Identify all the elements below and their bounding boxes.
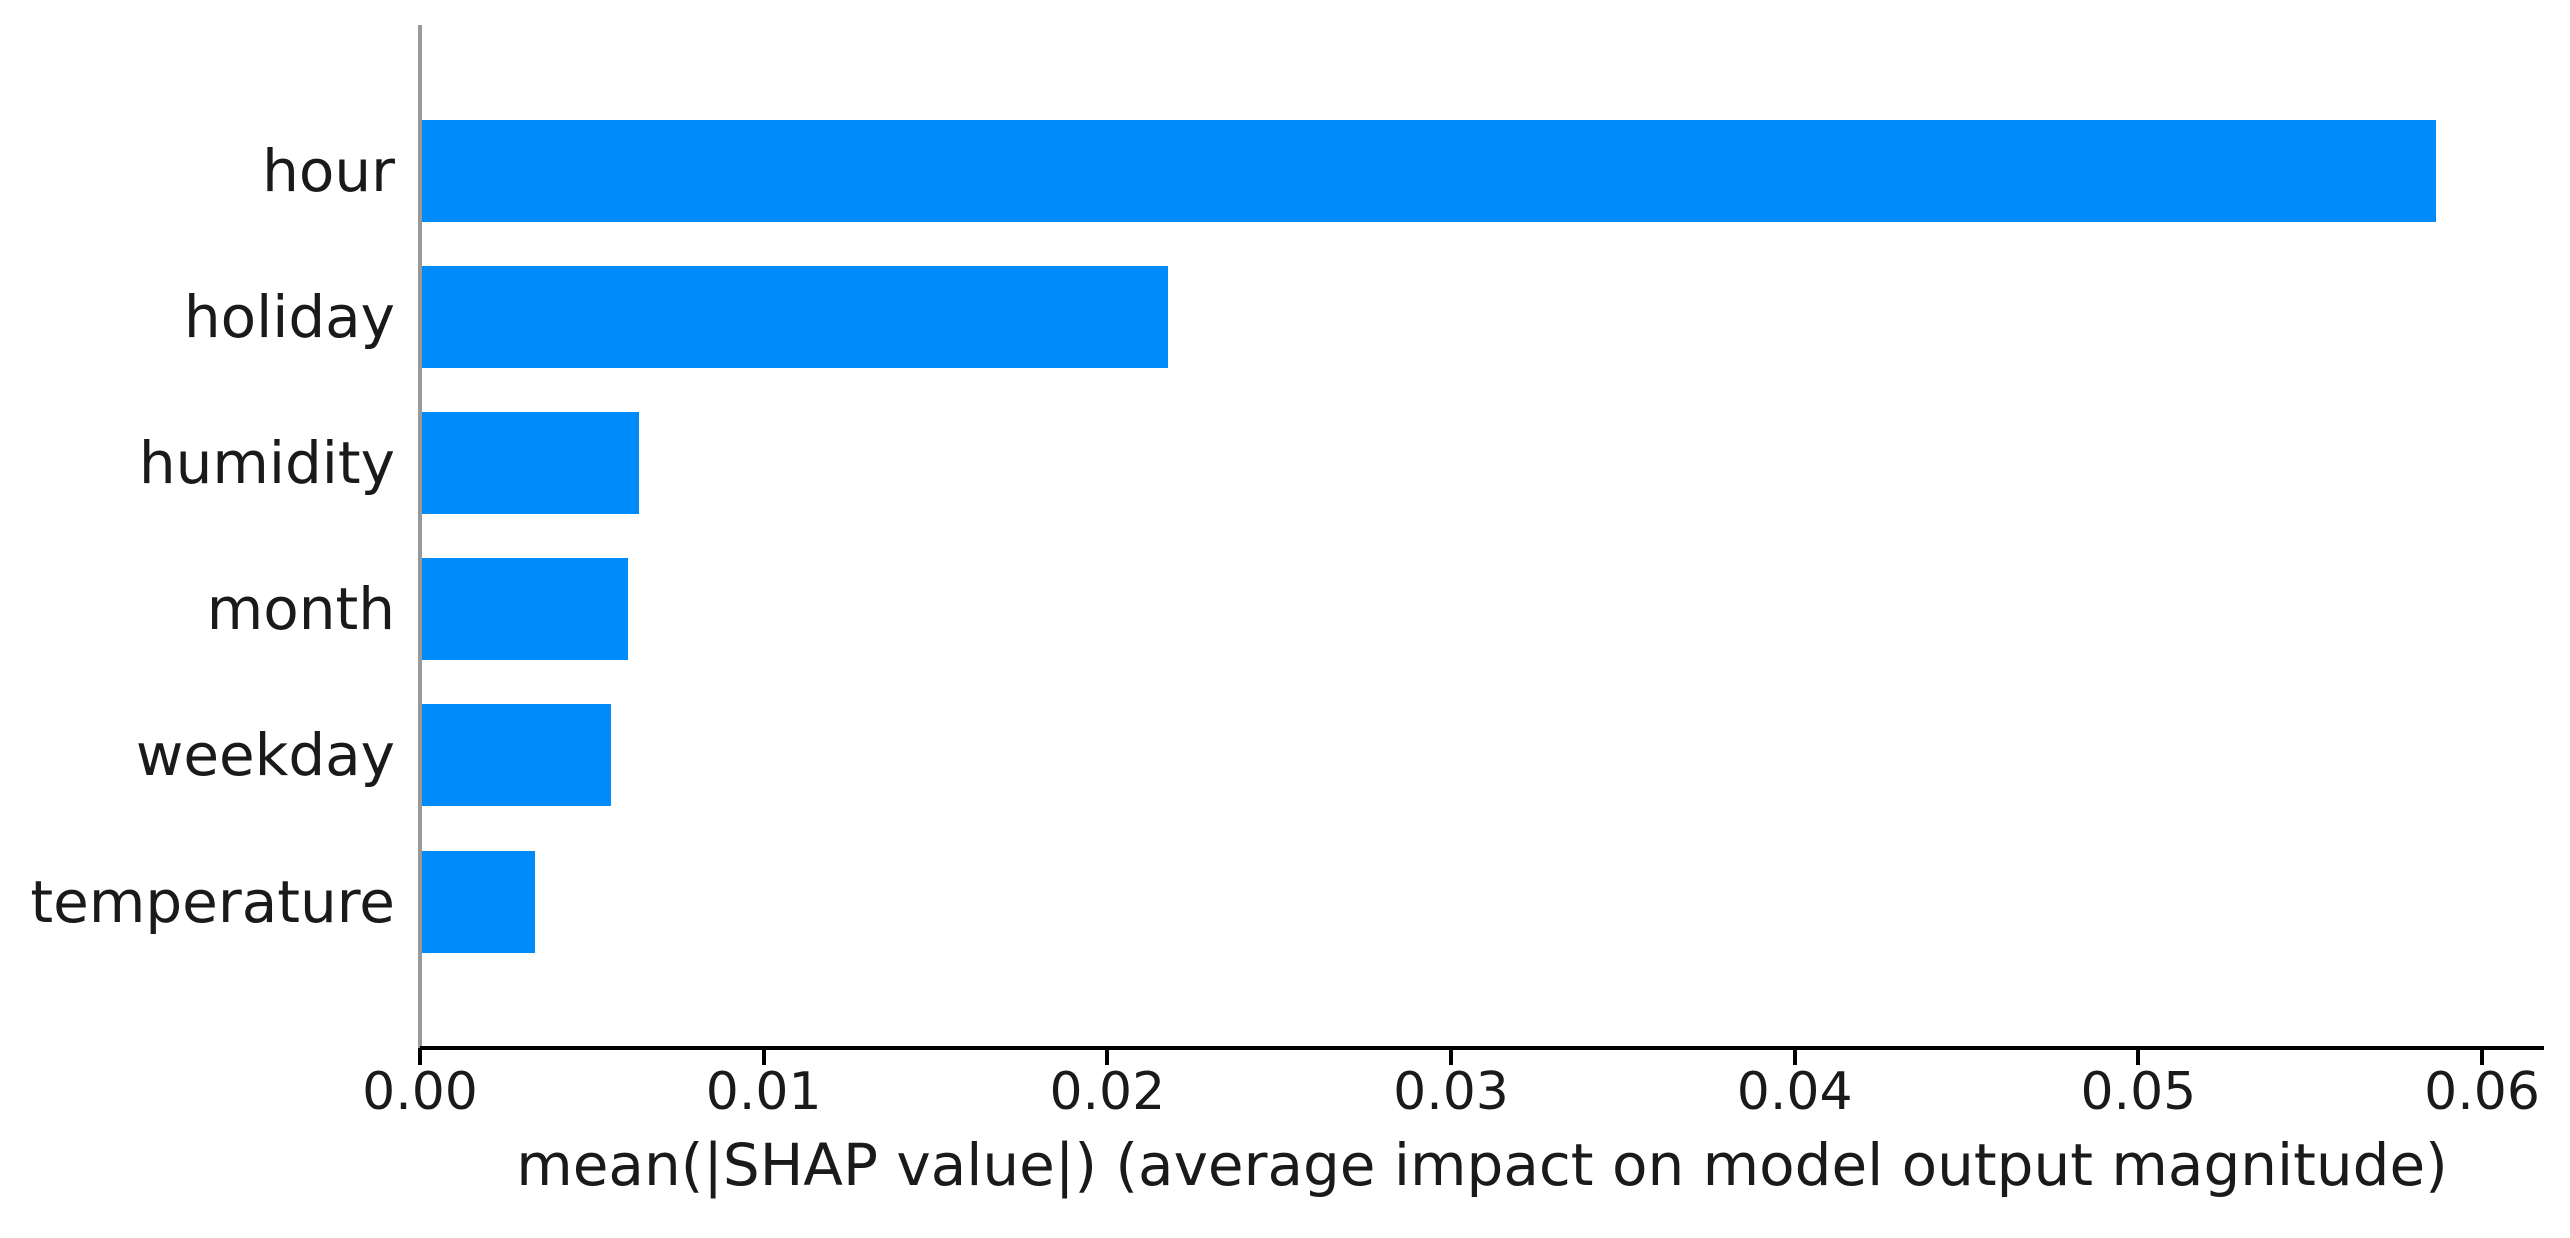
bar-hour	[422, 120, 2436, 222]
bar-temperature	[422, 850, 535, 953]
x-tick-0.04	[1792, 1048, 1797, 1065]
x-tick-0.01	[761, 1048, 766, 1065]
x-tick-label-0.02: 0.02	[1049, 1062, 1166, 1122]
bar-month	[422, 558, 628, 661]
y-tick-label-month: month	[206, 575, 395, 644]
x-tick-label-0.06: 0.06	[2424, 1062, 2540, 1122]
x-tick-0.02	[1105, 1048, 1110, 1065]
y-tick-label-weekday: weekday	[135, 721, 395, 790]
x-axis-label: mean(|SHAP value|) (average impact on mo…	[516, 1131, 2448, 1199]
x-tick-label-0.04: 0.04	[1736, 1062, 1853, 1122]
x-tick-label-0.01: 0.01	[705, 1062, 822, 1122]
y-tick-label-holiday: holiday	[183, 283, 395, 352]
bar-humidity	[422, 412, 639, 515]
x-tick-label-0.05: 0.05	[2080, 1062, 2197, 1122]
y-tick-label-hour: hour	[262, 137, 395, 205]
x-tick-0.00	[418, 1048, 422, 1065]
x-tick-0.05	[2136, 1048, 2141, 1065]
x-tick-label-0.00: 0.00	[362, 1062, 478, 1122]
y-tick-label-temperature: temperature	[30, 867, 395, 936]
y-tick-label-humidity: humidity	[138, 429, 395, 498]
x-tick-0.06	[2480, 1048, 2485, 1065]
x-tick-label-0.03: 0.03	[1393, 1062, 1509, 1122]
y-axis-line	[418, 25, 422, 1050]
x-axis-line	[420, 1046, 2544, 1050]
bar-holiday	[422, 266, 1168, 369]
bar-weekday	[422, 704, 611, 807]
x-tick-0.03	[1449, 1048, 1453, 1065]
